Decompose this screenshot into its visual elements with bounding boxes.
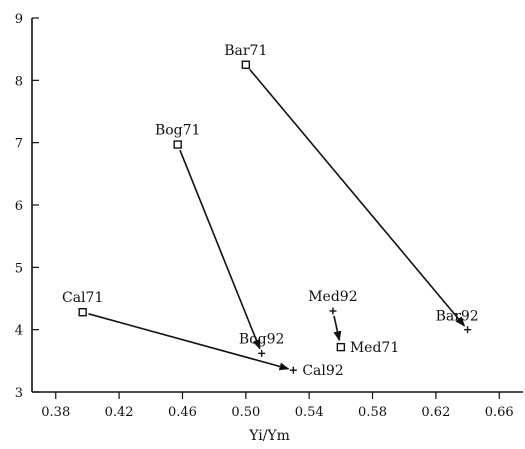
y-tick-label: 7 [15,137,23,152]
point-labels: Bar71 Bog71 Cal71 Med71 Bar92 Bog92 Cal92 Med92 [62,43,479,379]
y-tick-label: 8 [15,74,23,89]
x-tick-label: 0.46 [168,405,197,420]
point-bar92 [464,326,472,334]
x-tick-label: 0.62 [421,405,450,420]
y-tick-label: 5 [15,261,23,276]
x-tick-label: 0.42 [105,405,134,420]
arrow-med92-to-med71 [333,315,342,342]
arrow-bar71-to-bar92 [249,68,465,327]
x-tick-label: 0.66 [485,405,514,420]
point-med71 [336,342,346,352]
label-cal71: Cal71 [62,290,103,306]
y-tick-label: 6 [15,199,23,214]
label-med92: Med92 [308,289,357,305]
x-tick-label: 0.50 [231,405,260,420]
arrow-cal71-to-cal92 [88,313,290,371]
label-bar71: Bar71 [224,43,267,59]
data-points [78,60,472,374]
point-cal92 [289,366,297,374]
point-bog92 [258,349,266,357]
y-tick-label: 3 [15,386,23,401]
label-bog71: Bog71 [155,123,201,139]
point-bar71 [241,60,251,69]
label-med71: Med71 [350,340,399,356]
label-bog92: Bog92 [239,331,285,347]
y-tick-label: 9 [15,12,23,27]
point-med92 [329,307,337,315]
label-bar92: Bar92 [436,309,479,325]
point-cal71 [78,308,87,317]
y-tick-label: 4 [15,324,23,339]
x-axis-label: Yi/Ym [248,428,290,444]
x-tick-label: 0.58 [358,405,387,420]
arrows [88,68,465,371]
x-tick-label: 0.38 [41,405,70,420]
axes: 3 4 5 6 7 8 9 0.38 0.42 0.46 0.50 0.54 0.58 0.62 0.66 [15,12,523,420]
x-tick-label: 0.54 [295,405,324,420]
point-bog71 [173,140,182,149]
arrow-bog71-to-bog92 [179,149,261,350]
label-cal92: Cal92 [302,363,343,379]
